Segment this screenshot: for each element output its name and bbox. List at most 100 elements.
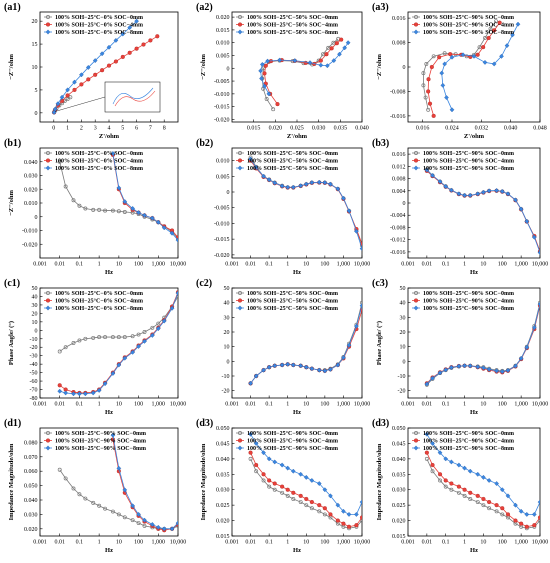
- data-point: [537, 499, 540, 505]
- series-s0: [248, 456, 362, 531]
- x-axis-title: Hz: [105, 269, 113, 276]
- plot-area: [57, 432, 178, 533]
- y-axis-title: −Z''/ohm: [8, 190, 15, 216]
- y-tick-label: 0.040: [24, 160, 38, 166]
- panel-a1: 0 1 2 3 4 5 6 7 8 0 5 10 15 20 Z'/ohm −Z''/ohm (a1) 100% …: [4, 2, 179, 140]
- data-point: [237, 165, 243, 171]
- y-tick-label: 10: [224, 345, 230, 351]
- data-point: [266, 177, 272, 183]
- data-point: [475, 364, 481, 370]
- data-point: [443, 367, 449, 373]
- y-tick-label: 0: [403, 201, 406, 207]
- legend-entry: 100% SOH−25°C−90% SOC−0mm: [423, 150, 514, 157]
- data-point: [148, 38, 153, 43]
- data-point: [346, 342, 352, 348]
- panel-label: (c3): [372, 278, 388, 289]
- x-tick-label: 0.001: [225, 402, 239, 408]
- x-tick-label: 1,000: [514, 540, 528, 546]
- data-point: [359, 499, 362, 505]
- data-point: [45, 445, 51, 451]
- data-point: [130, 503, 135, 509]
- y-tick-label: 0.010: [216, 41, 230, 47]
- data-point: [481, 45, 486, 50]
- x-tick-label: 10: [480, 402, 486, 408]
- data-point: [261, 173, 266, 179]
- data-point: [253, 373, 259, 379]
- y-tick-label: 15: [32, 42, 38, 48]
- data-point: [237, 29, 243, 35]
- x-tick-label: 1,000: [514, 402, 528, 408]
- data-point: [136, 210, 141, 216]
- y-tick-label: -30: [30, 354, 38, 360]
- legend-entry: 100% SOH−25°C−90% SOC−0mm: [423, 14, 514, 21]
- data-point: [156, 321, 161, 326]
- data-point: [494, 509, 499, 514]
- x-tick-label: 1,000: [337, 402, 351, 408]
- data-point: [260, 62, 265, 67]
- y-tick-label: -80: [30, 396, 38, 402]
- data-point: [346, 208, 352, 214]
- data-point: [134, 46, 139, 51]
- data-point: [449, 107, 455, 113]
- data-point: [449, 187, 454, 193]
- y-tick-label: 5: [35, 88, 38, 94]
- series-s8: [110, 151, 178, 243]
- data-point: [127, 50, 132, 55]
- data-point: [110, 335, 115, 340]
- data-point: [437, 450, 443, 456]
- y-axis-title: −Z''/ohm: [376, 54, 383, 80]
- x-axis-title: Hz: [470, 547, 478, 554]
- data-point: [510, 32, 515, 38]
- data-point: [97, 207, 102, 212]
- y-tick-label: 20: [32, 19, 38, 25]
- data-point: [430, 441, 435, 446]
- y-tick-label: 0.050: [24, 484, 38, 490]
- y-tick-label: 30: [400, 315, 406, 321]
- data-point: [83, 496, 88, 501]
- data-point: [442, 61, 447, 67]
- data-point: [475, 52, 480, 57]
- y-tick-label: -0.020: [214, 253, 230, 259]
- data-point: [103, 506, 108, 511]
- data-point: [142, 517, 147, 523]
- data-point: [342, 45, 347, 51]
- x-tick-label: 0.01: [245, 540, 256, 546]
- data-point: [456, 191, 462, 197]
- data-point: [57, 467, 62, 472]
- data-point: [345, 40, 351, 46]
- panel-label: (d3): [196, 418, 213, 429]
- legend-entry: 100% SOH−25°C−0% SOC−8mm: [55, 305, 143, 312]
- data-point: [499, 53, 504, 59]
- x-tick-label: 1: [98, 402, 101, 408]
- data-point: [430, 469, 435, 474]
- data-point: [155, 34, 160, 39]
- legend-entry: 100% SOH−25°C−0% SOC−8mm: [55, 165, 143, 172]
- x-tick-label: 1: [98, 262, 101, 268]
- data-point: [519, 521, 524, 526]
- data-point: [341, 508, 346, 514]
- data-point: [456, 490, 461, 495]
- panel-a2: 0.015 0.020 0.025 0.030 0.035 0.040 -0.020 -0.0…: [196, 2, 369, 140]
- data-point: [309, 506, 314, 511]
- y-tick-label: -20: [30, 345, 38, 351]
- data-point: [72, 79, 77, 85]
- data-point: [290, 468, 296, 474]
- plot-area: [424, 167, 540, 255]
- data-point: [359, 515, 362, 520]
- data-point: [483, 36, 487, 40]
- data-point: [291, 497, 296, 501]
- data-point: [85, 65, 91, 70]
- y-tick-label: -20: [398, 389, 406, 395]
- data-point: [505, 368, 511, 373]
- data-point: [122, 209, 127, 214]
- legend-entry: 100% SOH−25°C−90% SOC−8mm: [55, 445, 146, 452]
- data-point: [45, 165, 51, 171]
- data-point: [303, 181, 309, 187]
- data-point: [346, 524, 352, 529]
- data-point: [421, 71, 426, 76]
- data-point: [424, 167, 430, 173]
- y-tick-label: 0.015: [392, 534, 406, 540]
- data-point: [430, 462, 435, 468]
